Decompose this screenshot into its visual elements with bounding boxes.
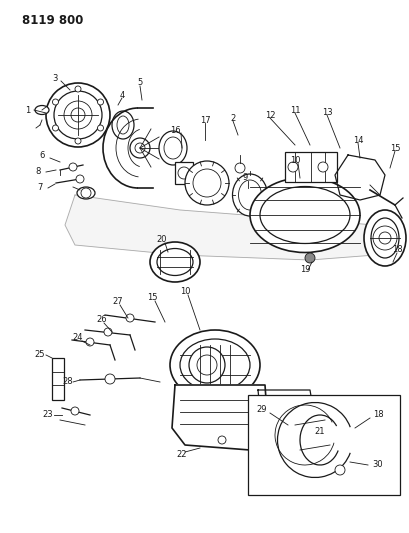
Circle shape — [193, 169, 220, 197]
Text: 4: 4 — [119, 91, 124, 100]
Circle shape — [372, 226, 396, 250]
Circle shape — [71, 407, 79, 415]
Text: 21: 21 — [314, 427, 324, 437]
Text: 15: 15 — [389, 143, 399, 152]
Circle shape — [135, 143, 145, 153]
Polygon shape — [65, 195, 389, 260]
Circle shape — [64, 101, 92, 129]
Text: 30: 30 — [372, 461, 382, 470]
Circle shape — [287, 162, 297, 172]
Text: 29: 29 — [256, 406, 267, 415]
Bar — [284, 152, 336, 182]
Text: 6: 6 — [39, 150, 45, 159]
Circle shape — [97, 125, 103, 131]
Circle shape — [46, 83, 110, 147]
Text: 18: 18 — [372, 410, 382, 419]
Text: 10: 10 — [289, 156, 299, 165]
Circle shape — [104, 328, 112, 336]
Circle shape — [71, 108, 85, 122]
Text: 22: 22 — [176, 450, 187, 459]
Ellipse shape — [112, 111, 134, 139]
Ellipse shape — [35, 106, 49, 115]
Circle shape — [52, 125, 58, 131]
Text: 15: 15 — [146, 294, 157, 303]
Ellipse shape — [259, 187, 349, 244]
Text: 23: 23 — [43, 410, 53, 419]
Text: 16: 16 — [169, 125, 180, 134]
Text: 28: 28 — [63, 377, 73, 386]
Text: 18: 18 — [391, 246, 401, 254]
Ellipse shape — [170, 330, 259, 400]
Text: 8119 800: 8119 800 — [22, 14, 83, 27]
Circle shape — [234, 163, 245, 173]
Circle shape — [105, 374, 115, 384]
Circle shape — [81, 188, 91, 198]
Circle shape — [218, 436, 225, 444]
Circle shape — [76, 175, 84, 183]
Circle shape — [52, 99, 58, 105]
Text: 3: 3 — [52, 74, 58, 83]
Text: 1: 1 — [25, 106, 31, 115]
Circle shape — [126, 314, 134, 322]
Circle shape — [184, 161, 229, 205]
Text: 25: 25 — [35, 351, 45, 359]
Ellipse shape — [164, 137, 182, 159]
Ellipse shape — [159, 131, 187, 165]
Circle shape — [86, 338, 94, 346]
Circle shape — [378, 232, 390, 244]
Ellipse shape — [370, 218, 398, 258]
Circle shape — [54, 91, 102, 139]
Text: 12: 12 — [264, 110, 274, 119]
Text: 11: 11 — [289, 106, 299, 115]
Circle shape — [130, 138, 150, 158]
Bar — [52, 358, 64, 400]
Text: 24: 24 — [72, 334, 83, 343]
Ellipse shape — [157, 248, 193, 276]
Text: 9: 9 — [242, 174, 247, 182]
Bar — [175, 162, 193, 184]
Polygon shape — [334, 155, 384, 200]
Polygon shape — [257, 390, 314, 448]
Circle shape — [196, 355, 216, 375]
Ellipse shape — [117, 116, 129, 134]
Circle shape — [97, 99, 103, 105]
Text: 17: 17 — [199, 116, 210, 125]
Text: 20: 20 — [156, 236, 167, 245]
Ellipse shape — [249, 177, 359, 253]
Circle shape — [75, 138, 81, 144]
Circle shape — [334, 465, 344, 475]
Text: 10: 10 — [179, 287, 190, 296]
Ellipse shape — [77, 187, 95, 199]
Text: 14: 14 — [352, 135, 362, 144]
Ellipse shape — [232, 174, 267, 216]
Polygon shape — [172, 385, 267, 450]
Ellipse shape — [363, 210, 405, 266]
Circle shape — [69, 163, 77, 171]
Bar — [247, 395, 399, 495]
Ellipse shape — [180, 339, 249, 391]
Circle shape — [317, 162, 327, 172]
Text: 19: 19 — [299, 265, 310, 274]
Text: 8: 8 — [35, 167, 40, 176]
Text: 26: 26 — [97, 316, 107, 325]
Text: 5: 5 — [137, 77, 142, 86]
Circle shape — [304, 253, 314, 263]
Ellipse shape — [238, 180, 261, 210]
Text: 7: 7 — [37, 183, 43, 192]
Ellipse shape — [150, 242, 200, 282]
Text: 13: 13 — [321, 108, 332, 117]
Circle shape — [189, 347, 225, 383]
Circle shape — [178, 167, 189, 179]
Circle shape — [75, 86, 81, 92]
Text: 2: 2 — [230, 114, 235, 123]
Text: 27: 27 — [112, 297, 123, 306]
